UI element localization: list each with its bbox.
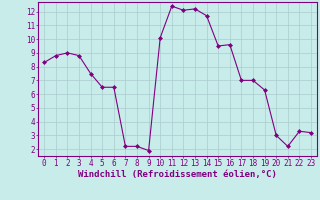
X-axis label: Windchill (Refroidissement éolien,°C): Windchill (Refroidissement éolien,°C)	[78, 170, 277, 179]
